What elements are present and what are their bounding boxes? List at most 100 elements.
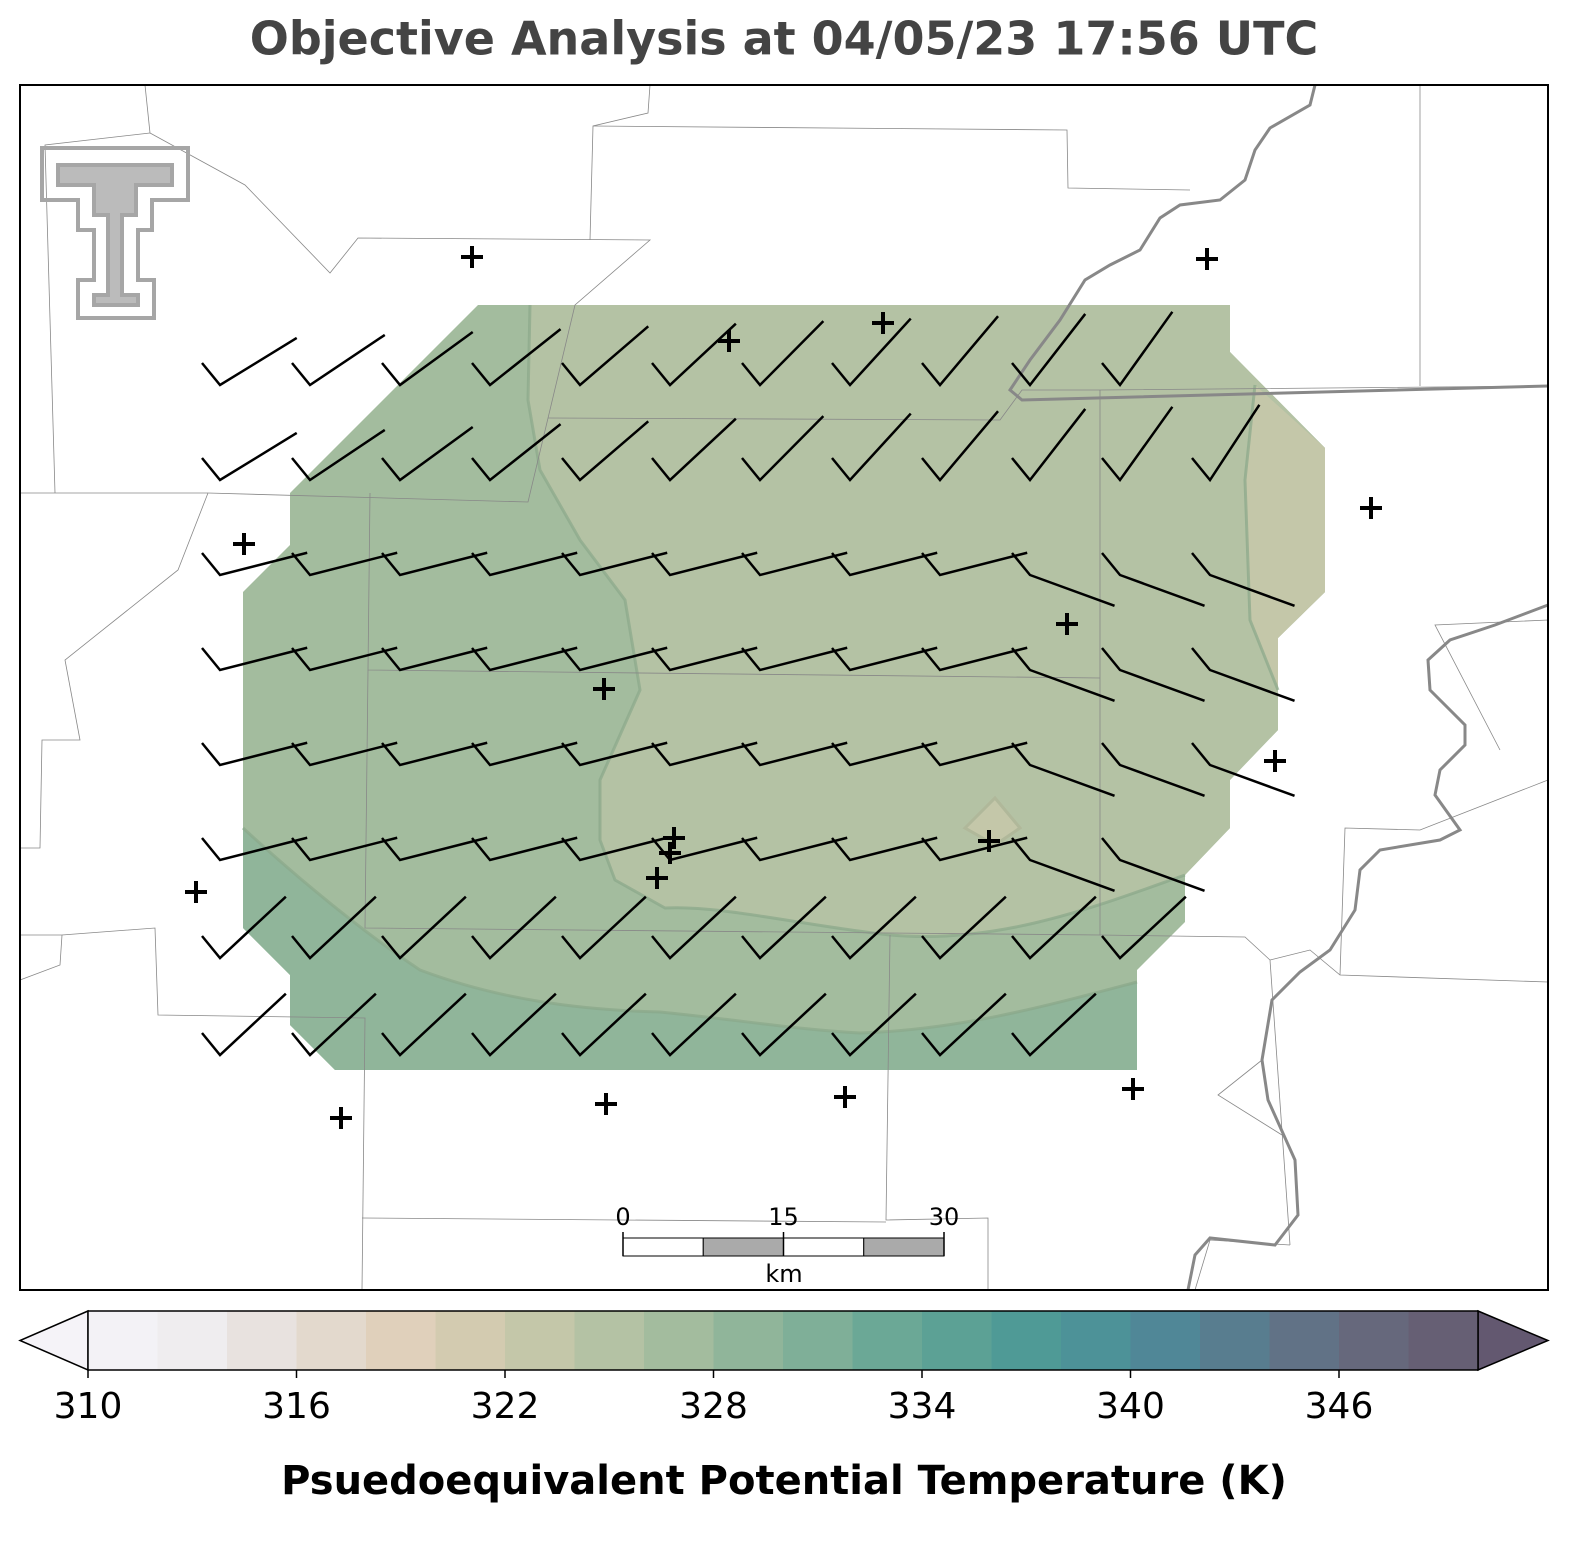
wind-barb xyxy=(1101,406,1174,483)
colorbar-extend-high xyxy=(1477,1309,1550,1372)
wind-barb xyxy=(381,425,474,482)
station-marker xyxy=(659,842,681,864)
scale-segment xyxy=(702,1237,784,1257)
station-marker xyxy=(872,312,894,334)
wind-barb xyxy=(561,325,650,387)
wind-barb xyxy=(201,836,308,862)
fill-region xyxy=(528,305,1325,937)
colorbar-box xyxy=(1269,1311,1340,1370)
wind-barb xyxy=(561,741,668,767)
wind-barb xyxy=(381,836,488,862)
station-marker xyxy=(461,246,483,268)
scale-tick-label: 15 xyxy=(768,1203,799,1231)
wind-barb xyxy=(1011,313,1087,388)
wind-barb xyxy=(1101,895,1187,960)
wind-barb xyxy=(291,836,398,862)
wind-barb xyxy=(831,551,938,577)
fill-region xyxy=(1245,385,1325,690)
station-marker xyxy=(330,1107,352,1129)
wind-barb xyxy=(1011,408,1087,483)
wind-barb xyxy=(921,992,1007,1057)
wind-barb xyxy=(651,646,758,672)
wind-barb xyxy=(831,741,938,767)
station-marker xyxy=(233,533,255,555)
wind-barb xyxy=(201,551,308,577)
wind-barb xyxy=(921,895,1007,960)
station-marker xyxy=(1196,248,1218,270)
wind-barb xyxy=(201,336,298,387)
wind-barb xyxy=(651,322,737,387)
wind-barb xyxy=(381,992,467,1057)
wind-barb xyxy=(831,646,938,672)
wind-barb xyxy=(291,992,377,1057)
colorbar-box xyxy=(1408,1311,1479,1370)
wind-barb xyxy=(1101,837,1205,893)
map-frame xyxy=(19,84,1549,1291)
wind-barb xyxy=(831,992,917,1057)
colorbar-box xyxy=(852,1311,923,1370)
colorbar: Psuedoequivalent Potential Temperature (… xyxy=(18,1309,1550,1504)
wind-barb xyxy=(1011,992,1097,1057)
colorbar-box xyxy=(644,1311,714,1370)
wind-barb xyxy=(651,417,737,482)
colorbar-box xyxy=(157,1311,228,1370)
colorbar-tick-label: 346 xyxy=(1305,1386,1374,1427)
wind-barb xyxy=(1011,552,1115,608)
wind-barb xyxy=(471,423,562,482)
wind-barb xyxy=(921,741,1028,767)
colorbar-box xyxy=(227,1311,297,1370)
colorbar-extend-low xyxy=(18,1309,89,1372)
wind-barb xyxy=(561,551,668,577)
wind-barb xyxy=(741,320,825,387)
wind-barb xyxy=(291,895,377,960)
station-marker xyxy=(1360,497,1382,519)
colorbar-label: Psuedoequivalent Potential Temperature (… xyxy=(281,1458,1287,1504)
colorbar-box xyxy=(991,1311,1062,1370)
wind-barb xyxy=(651,551,758,577)
station-marker xyxy=(834,1086,856,1108)
wind-barb xyxy=(1101,742,1205,798)
colorbar-box xyxy=(783,1311,853,1370)
wind-barb xyxy=(201,895,287,960)
colorbar-tick-label: 310 xyxy=(54,1386,123,1427)
colorbar-tick-label: 334 xyxy=(888,1386,957,1427)
wind-barb xyxy=(1191,552,1295,608)
colorbar-tick-label: 322 xyxy=(471,1386,540,1427)
scale-segment xyxy=(622,1237,704,1257)
colorbar-box xyxy=(88,1311,158,1370)
wind-barb xyxy=(291,333,386,387)
wind-barb xyxy=(291,646,398,672)
scale-segment xyxy=(783,1237,865,1257)
wind-barb xyxy=(651,992,737,1057)
wind-barb xyxy=(741,741,848,767)
scale-segment xyxy=(863,1237,945,1257)
station-marker xyxy=(646,867,668,889)
colorbar-box xyxy=(505,1311,575,1370)
wind-barb xyxy=(561,420,650,482)
wind-barb xyxy=(651,741,758,767)
wind-barb xyxy=(201,431,298,482)
wind-barb xyxy=(1011,895,1097,960)
wind-barb xyxy=(831,317,912,387)
scale-tick-label: 0 xyxy=(615,1203,630,1231)
colorbar-box xyxy=(574,1311,645,1370)
station-marker xyxy=(1056,613,1078,635)
wind-barb xyxy=(921,315,999,387)
wind-barb xyxy=(1101,552,1205,608)
scale-tick-label: 30 xyxy=(929,1203,960,1231)
colorbar-box xyxy=(1130,1311,1201,1370)
scale-bar: km 0 15 30 xyxy=(615,1203,959,1288)
colorbar-box xyxy=(713,1311,784,1370)
colorbar-box xyxy=(1061,1311,1131,1370)
station-marker xyxy=(595,1093,617,1115)
wind-barb xyxy=(561,992,647,1057)
station-marker xyxy=(593,678,615,700)
wind-barb xyxy=(1191,404,1261,483)
colorbar-box xyxy=(435,1311,506,1370)
wind-barb xyxy=(831,836,938,862)
colorbar-tick-label: 316 xyxy=(262,1386,331,1427)
logo xyxy=(40,146,190,320)
wind-barbs xyxy=(201,311,1295,1057)
wind-barb xyxy=(291,428,386,482)
